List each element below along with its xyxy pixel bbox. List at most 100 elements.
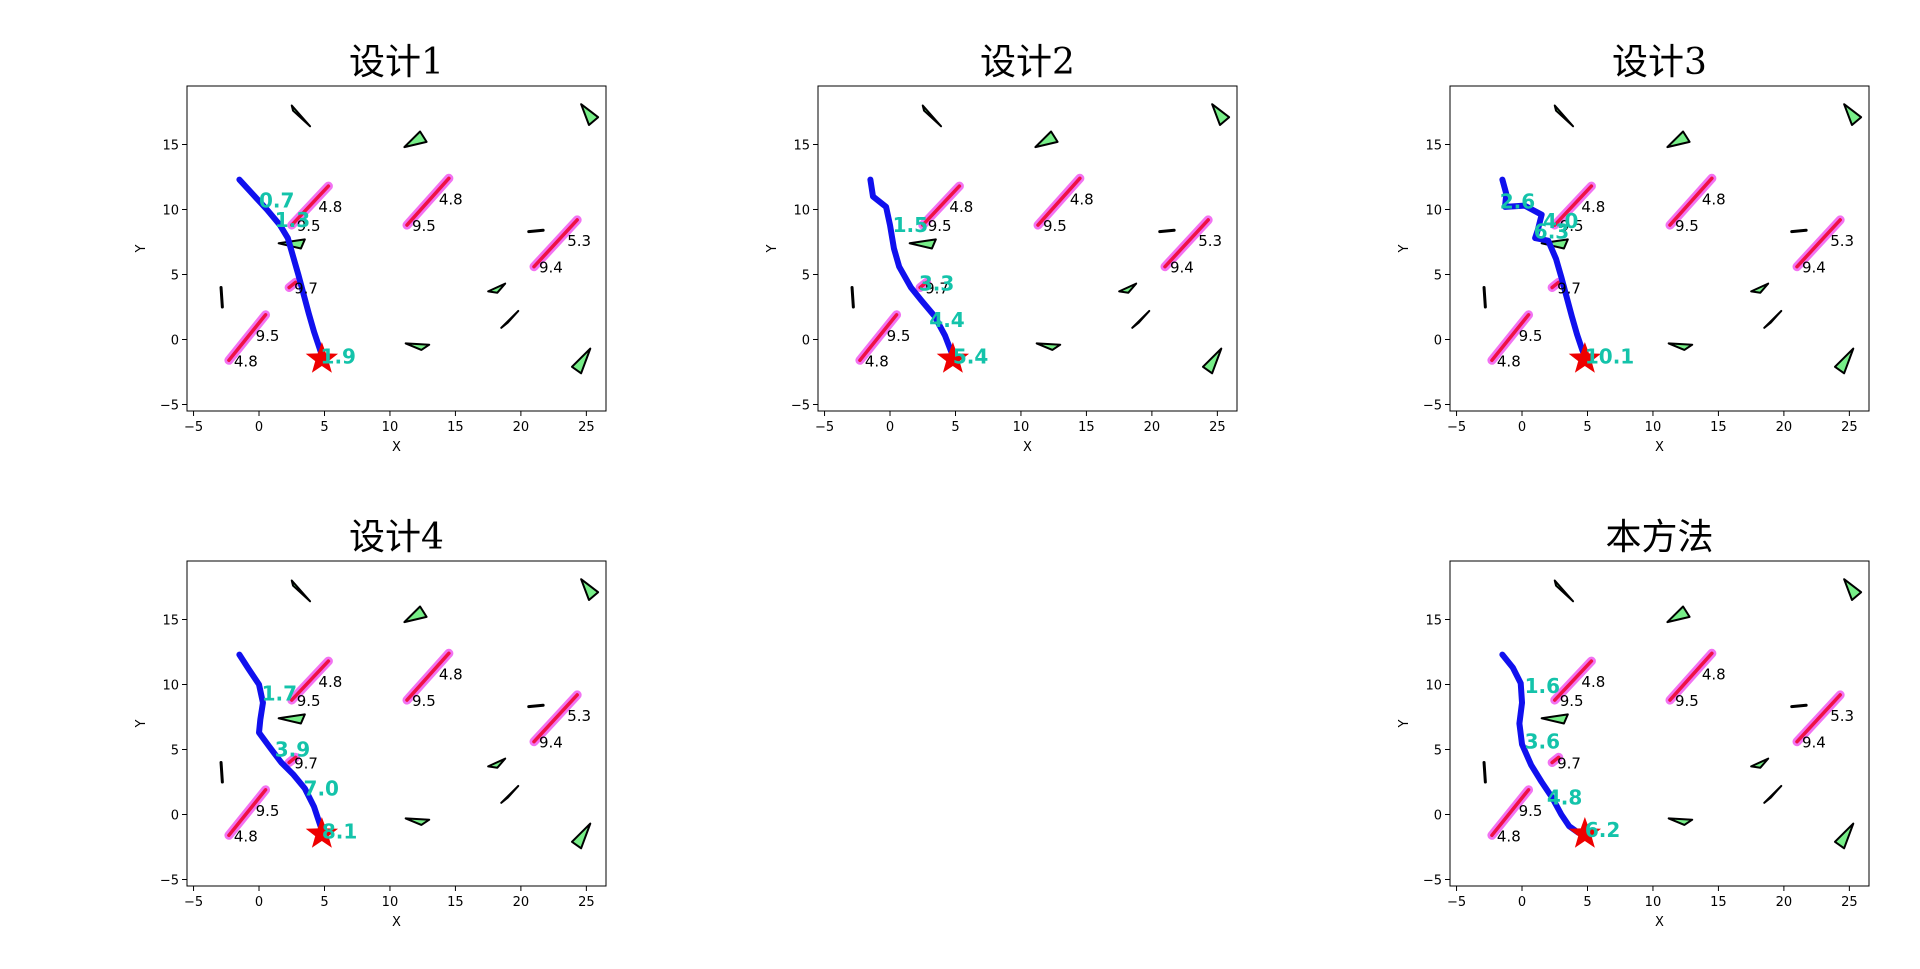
obstacle-triangle bbox=[1843, 103, 1863, 126]
x-tick-label: 15 bbox=[447, 895, 464, 910]
axes-frame bbox=[186, 560, 607, 887]
panel-title: 设计4 bbox=[349, 517, 444, 558]
obstacle-triangle bbox=[580, 578, 600, 601]
y-axis-label: Y bbox=[134, 244, 149, 253]
obstacle-mark bbox=[219, 761, 224, 784]
robot-path bbox=[236, 176, 327, 362]
obstacle-triangle bbox=[277, 713, 306, 725]
y-tick-label: 5 bbox=[171, 744, 179, 759]
obstacle-triangle bbox=[500, 784, 520, 804]
path-time-label: 5.4 bbox=[953, 344, 988, 368]
panel-3: 设计39.54.89.54.89.45.34.89.59.72.64.06.31… bbox=[1397, 42, 1870, 455]
robot-path bbox=[236, 651, 327, 837]
path-time-label: 1.5 bbox=[893, 213, 928, 237]
segment-score: 9.5 bbox=[1675, 217, 1699, 235]
segment-score: 9.4 bbox=[539, 259, 563, 277]
obstacle-segment bbox=[1550, 755, 1561, 765]
segment-score: 5.3 bbox=[1198, 232, 1222, 250]
y-tick-label: −5 bbox=[160, 874, 179, 889]
x-tick-label: 10 bbox=[1645, 895, 1662, 910]
path-time-label: 4.8 bbox=[1547, 786, 1582, 810]
x-tick-label: −5 bbox=[1447, 895, 1466, 910]
x-tick-label: 20 bbox=[513, 420, 530, 435]
obstacle-segment bbox=[290, 659, 331, 702]
obstacle-triangle bbox=[1553, 104, 1575, 128]
segment-score: 4.8 bbox=[318, 673, 342, 691]
obstacle-triangle bbox=[1118, 282, 1138, 294]
obstacle-triangle bbox=[1833, 822, 1855, 850]
y-axis-label: Y bbox=[134, 719, 149, 728]
y-tick-label: 0 bbox=[1434, 809, 1442, 824]
obstacle-triangle bbox=[570, 822, 592, 850]
x-tick-label: 15 bbox=[1078, 420, 1095, 435]
y-axis-label: Y bbox=[765, 244, 780, 253]
obstacle-triangle bbox=[570, 347, 592, 375]
plot-area bbox=[1482, 578, 1863, 850]
y-tick-label: −5 bbox=[791, 399, 810, 414]
x-tick-label: 15 bbox=[1710, 895, 1727, 910]
segment-score: 9.5 bbox=[1560, 692, 1584, 710]
x-axis-label: X bbox=[1023, 440, 1032, 455]
x-tick-label: −5 bbox=[184, 895, 203, 910]
path-time-label: 8.1 bbox=[322, 819, 357, 843]
panel-2: 设计29.54.89.54.89.45.34.89.59.71.53.34.45… bbox=[765, 42, 1238, 455]
obstacle-mark bbox=[1158, 228, 1176, 234]
x-axis-label: X bbox=[1655, 915, 1664, 930]
x-tick-label: 0 bbox=[255, 895, 263, 910]
obstacle-triangle bbox=[921, 104, 943, 128]
x-tick-label: 5 bbox=[951, 420, 959, 435]
x-tick-label: 10 bbox=[382, 420, 399, 435]
path-time-label: 3.6 bbox=[1525, 730, 1560, 754]
obstacle-mark bbox=[527, 228, 545, 234]
robot-path bbox=[867, 176, 958, 362]
obstacle-mark bbox=[1482, 761, 1487, 784]
x-tick-label: 0 bbox=[886, 420, 894, 435]
segment-score: 9.5 bbox=[1519, 327, 1543, 345]
segment-score: 4.8 bbox=[1497, 352, 1521, 370]
segment-score: 9.7 bbox=[294, 755, 318, 773]
x-tick-label: 25 bbox=[1209, 420, 1226, 435]
axes-frame bbox=[186, 85, 607, 412]
obstacle-segment bbox=[1490, 313, 1531, 363]
segment-score: 9.5 bbox=[412, 217, 436, 235]
y-tick-label: 10 bbox=[162, 204, 179, 219]
obstacle-segment bbox=[1668, 176, 1714, 227]
x-tick-label: 5 bbox=[1583, 420, 1591, 435]
plot-area bbox=[1482, 103, 1863, 375]
y-tick-label: 5 bbox=[1434, 269, 1442, 284]
obstacle-segment bbox=[532, 218, 579, 269]
obstacle-segment bbox=[1550, 280, 1561, 290]
segment-score: 4.8 bbox=[439, 190, 463, 208]
x-tick-label: 20 bbox=[1144, 420, 1161, 435]
path-time-label: 10.1 bbox=[1585, 344, 1634, 368]
segment-score: 9.4 bbox=[1802, 734, 1826, 752]
obstacle-triangle bbox=[1750, 757, 1770, 769]
obstacle-triangle bbox=[290, 579, 312, 603]
path-time-label: 6.3 bbox=[1534, 220, 1569, 244]
panel-title: 设计3 bbox=[1612, 42, 1707, 83]
obstacle-segment bbox=[1553, 184, 1594, 227]
obstacle-mark bbox=[1790, 228, 1808, 234]
obstacle-triangle bbox=[1763, 784, 1783, 804]
path-time-label: 1.9 bbox=[321, 344, 356, 368]
obstacle-triangle bbox=[1666, 130, 1691, 149]
x-tick-label: 25 bbox=[1841, 420, 1858, 435]
x-tick-label: 0 bbox=[1518, 420, 1526, 435]
segment-score: 9.5 bbox=[1043, 217, 1067, 235]
segment-score: 4.8 bbox=[318, 198, 342, 216]
obstacle-triangle bbox=[500, 309, 520, 329]
obstacle-triangle bbox=[404, 817, 431, 826]
segment-score: 9.4 bbox=[1170, 259, 1194, 277]
x-tick-label: 20 bbox=[513, 895, 530, 910]
obstacle-triangle bbox=[1667, 817, 1694, 826]
y-tick-label: −5 bbox=[160, 399, 179, 414]
obstacle-triangle bbox=[1763, 309, 1783, 329]
obstacle-segment bbox=[1795, 693, 1842, 744]
obstacle-segment bbox=[1795, 218, 1842, 269]
segment-score: 9.7 bbox=[925, 280, 949, 298]
obstacle-triangle bbox=[404, 342, 431, 351]
segment-score: 4.8 bbox=[1702, 190, 1726, 208]
y-tick-label: 0 bbox=[1434, 334, 1442, 349]
x-tick-label: 5 bbox=[320, 895, 328, 910]
y-tick-label: 15 bbox=[162, 139, 179, 154]
